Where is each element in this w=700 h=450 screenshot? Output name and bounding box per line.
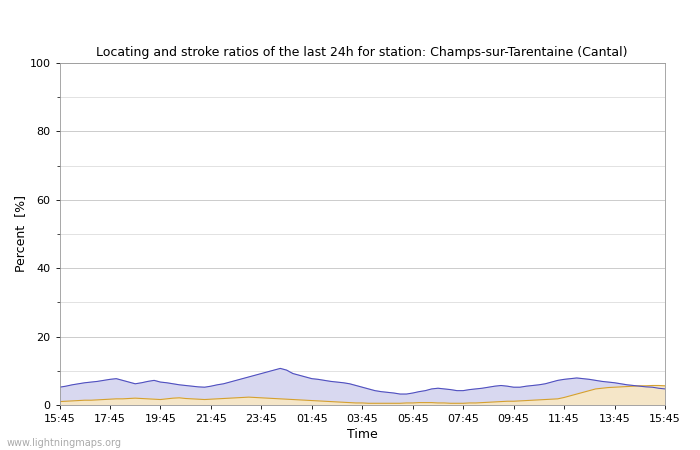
Text: www.lightningmaps.org: www.lightningmaps.org — [7, 438, 122, 448]
Title: Locating and stroke ratios of the last 24h for station: Champs-sur-Tarentaine (C: Locating and stroke ratios of the last 2… — [97, 46, 628, 59]
Y-axis label: Percent  [%]: Percent [%] — [14, 195, 27, 273]
X-axis label: Time: Time — [347, 428, 377, 441]
